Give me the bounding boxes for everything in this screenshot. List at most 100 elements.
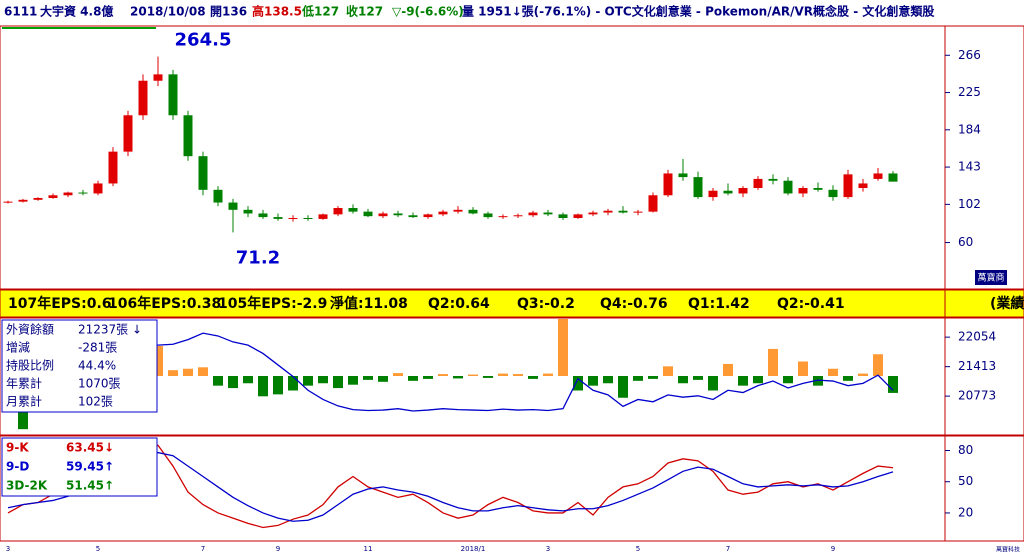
candle-body <box>498 216 508 218</box>
header-item: 量 1951↓張(-76.1%) - OTC文化創意業 - Pokemon/AR… <box>462 4 935 19</box>
candle-body <box>798 188 808 194</box>
candle-body <box>633 211 643 213</box>
y-tick-label: 80 <box>958 443 973 457</box>
legend-name: 9-K <box>6 441 29 455</box>
legend-value: 51.45↑ <box>66 479 114 493</box>
bar <box>408 376 418 381</box>
bar <box>198 367 208 376</box>
header-item: 2018/10/08 <box>130 5 206 19</box>
bar <box>618 376 628 398</box>
bar <box>453 376 463 379</box>
y-tick-label: 266 <box>958 48 981 62</box>
bar <box>798 361 808 376</box>
y-tick-label: 50 <box>958 474 973 488</box>
eps-item: Q3:-0.2 <box>517 296 575 312</box>
candle-body <box>93 183 103 194</box>
candle-body <box>3 201 13 203</box>
bar <box>228 376 238 389</box>
header-item: 開136 <box>210 5 247 19</box>
info-label: 月累計 <box>6 394 42 409</box>
bar <box>213 376 223 386</box>
candle-body <box>603 210 613 213</box>
date-label: 9 <box>831 545 835 553</box>
candle-body <box>153 74 163 81</box>
bar <box>783 376 793 384</box>
candle-body <box>108 151 118 184</box>
candle-body <box>123 115 133 152</box>
candle-body <box>708 190 718 198</box>
bar <box>498 373 508 376</box>
candle-body <box>753 178 763 188</box>
bar <box>693 376 703 380</box>
bar <box>318 376 328 384</box>
y-tick-label: 184 <box>958 122 981 136</box>
y-tick-label: 20773 <box>958 389 996 403</box>
candle-body <box>438 211 448 215</box>
bar <box>258 376 268 397</box>
candle-body <box>198 156 208 190</box>
candle-body <box>483 213 493 218</box>
candle-body <box>573 214 583 218</box>
bar <box>633 376 643 381</box>
y-tick-label: 22054 <box>958 330 996 344</box>
eps-item: (業績 <box>990 295 1024 312</box>
candle-body <box>528 212 538 216</box>
eps-item: Q2:-0.41 <box>777 296 845 312</box>
bar <box>363 376 373 380</box>
bar <box>663 366 673 376</box>
legend-value: 63.45↓ <box>66 441 114 455</box>
y-tick-label: 102 <box>958 197 981 211</box>
header-item: 收127 <box>346 4 383 19</box>
candle-body <box>213 189 223 203</box>
bar <box>573 376 583 391</box>
bar <box>843 376 853 381</box>
badge-box <box>975 270 1007 285</box>
candle-body <box>333 208 343 215</box>
candle-body <box>813 188 823 190</box>
bar <box>438 374 448 376</box>
eps-item: Q2:0.64 <box>428 296 490 312</box>
bar <box>183 368 193 376</box>
candle-body <box>288 218 298 219</box>
annotation: 71.2 <box>236 247 280 268</box>
date-label: 5 <box>96 545 100 553</box>
bar <box>543 373 553 376</box>
header-item: 低127 <box>301 4 339 19</box>
candle-body <box>348 208 358 212</box>
footer: 萬寶科技 <box>996 546 1020 554</box>
bar <box>483 376 493 378</box>
bar <box>378 376 388 382</box>
candle-body <box>243 209 253 214</box>
bar <box>588 376 598 386</box>
date-label: 11 <box>364 545 373 553</box>
candle-body <box>543 212 553 215</box>
eps-item: Q4:-0.76 <box>600 296 668 312</box>
candle-body <box>33 198 43 200</box>
bar <box>288 376 298 391</box>
bar <box>678 376 688 384</box>
candle-body <box>663 173 673 196</box>
y-tick-label: 143 <box>958 160 981 174</box>
bar <box>603 376 613 384</box>
eps-item: 淨值:11.08 <box>330 295 408 312</box>
annotation: 264.5 <box>175 30 232 51</box>
candle-body <box>78 192 88 194</box>
bar <box>873 354 883 376</box>
candle-body <box>828 189 838 198</box>
candle-body <box>303 218 313 219</box>
bar <box>738 376 748 386</box>
candle-body <box>393 213 403 216</box>
kd-panel <box>0 435 1024 542</box>
bar <box>828 368 838 376</box>
info-value: 44.4% <box>78 359 116 373</box>
bar <box>708 376 718 391</box>
candle-body <box>228 202 238 210</box>
candle-body <box>783 180 793 194</box>
info-label: 增減 <box>6 340 30 355</box>
bar <box>303 376 313 386</box>
candle-body <box>273 217 283 219</box>
date-label: 7 <box>201 545 205 553</box>
candle-body <box>18 199 28 202</box>
candle-body <box>618 210 628 213</box>
